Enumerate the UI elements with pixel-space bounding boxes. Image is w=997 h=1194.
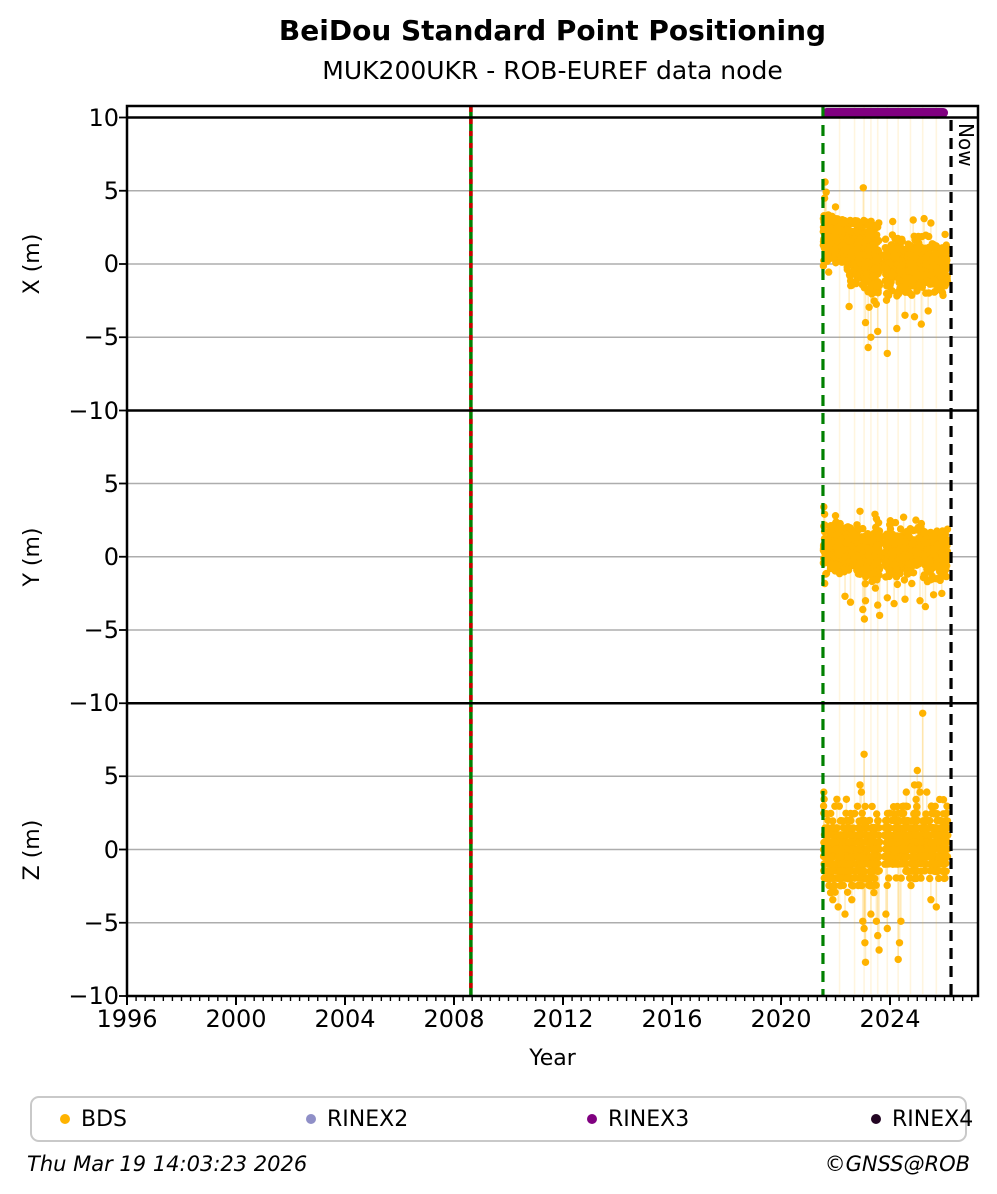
rinex3-availability-bar — [821, 108, 949, 118]
scatter-z — [819, 709, 952, 966]
copyright-text: ©GNSS@ROB — [824, 1152, 970, 1176]
y-tick-label: −5 — [83, 323, 119, 352]
x-tick-label: 1996 — [96, 1005, 158, 1033]
bds-marker-icon — [60, 1114, 70, 1124]
y-tick-label: 0 — [103, 250, 119, 278]
y-tick-label: 10 — [88, 103, 119, 132]
y-tick-label: 0 — [103, 542, 119, 571]
rinex3-marker-icon — [587, 1114, 597, 1124]
x-tick-label: 2020 — [750, 1005, 812, 1033]
bds-scatter-points — [819, 178, 952, 966]
legend-item-bds: BDS — [60, 1098, 127, 1140]
y-tick-label: −10 — [68, 982, 119, 1010]
y-tick-label: −10 — [68, 689, 119, 718]
y-axis-label-y: Y (m) — [20, 527, 45, 587]
rinex2-marker-icon — [306, 1114, 316, 1124]
scatter-y — [819, 503, 952, 623]
x-tick-label: 2004 — [314, 1005, 376, 1033]
legend-label: BDS — [81, 1106, 127, 1132]
y-axis-label-x: X (m) — [20, 233, 45, 295]
now-line-label: Now — [954, 123, 978, 167]
legend: BDS RINEX2 RINEX3 RINEX4 — [30, 1096, 973, 1142]
legend-label: RINEX4 — [892, 1106, 974, 1132]
x-tick-label: 2024 — [859, 1005, 921, 1033]
y-tick-label: 5 — [103, 176, 119, 205]
y-tick-label: 0 — [103, 835, 119, 864]
y-tick-label: −5 — [83, 908, 119, 937]
x-tick-label: 2012 — [532, 1005, 594, 1033]
legend-item-rinex4: RINEX4 — [871, 1098, 973, 1140]
gridlines — [127, 189, 978, 924]
y-tick-label: 5 — [103, 469, 119, 498]
x-tick-label: 2000 — [205, 1005, 267, 1033]
x-axis-label: Year — [529, 1046, 576, 1071]
chart-subtitle: MUK200UKR - ROB-EUREF data node — [322, 56, 783, 85]
legend-item-rinex3: RINEX3 — [587, 1098, 689, 1140]
chart-title: BeiDou Standard Point Positioning — [278, 14, 827, 47]
y-tick-label: −5 — [83, 616, 119, 644]
rinex4-marker-icon — [871, 1114, 881, 1124]
scatter-x — [819, 178, 952, 358]
legend-item-rinex2: RINEX2 — [306, 1098, 408, 1140]
timestamp-text: Thu Mar 19 14:03:23 2026 — [27, 1152, 308, 1176]
x-tick-label: 2008 — [423, 1005, 485, 1033]
x-tick-label: 2016 — [641, 1005, 703, 1033]
y-tick-label: −10 — [68, 396, 119, 425]
axis-ticks — [119, 116, 973, 1005]
legend-label: RINEX3 — [608, 1106, 690, 1132]
y-tick-label: 5 — [103, 762, 119, 791]
annotation-vlines — [469, 107, 953, 995]
plot-frame — [125, 104, 980, 998]
legend-label: RINEX2 — [327, 1106, 409, 1132]
y-axis-label-z: Z (m) — [20, 819, 45, 881]
